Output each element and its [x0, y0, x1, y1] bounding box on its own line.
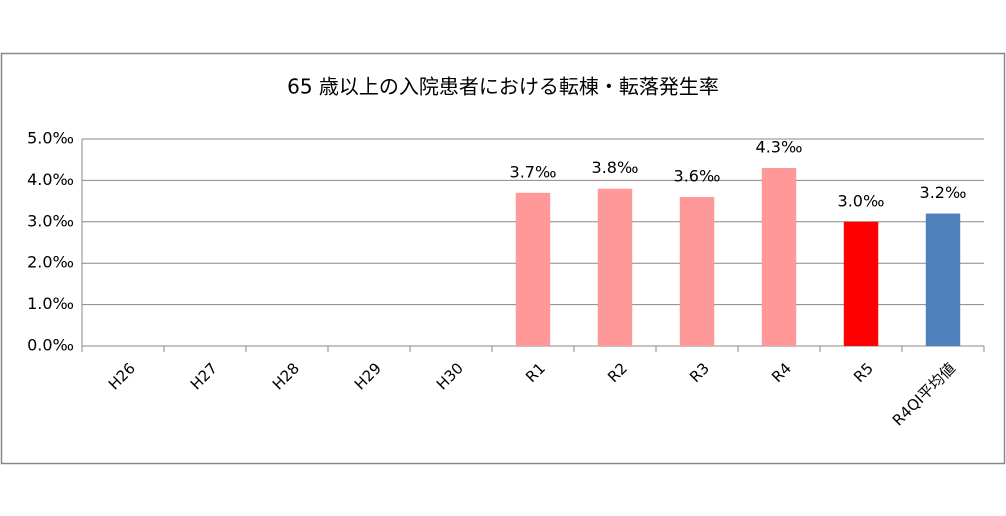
value-label: 3.7‰ — [510, 162, 557, 181]
y-tick-label: 0.0‰ — [27, 336, 74, 355]
value-label: 4.3‰ — [756, 137, 803, 156]
value-label: 3.0‰ — [838, 191, 885, 210]
y-tick-label: 2.0‰ — [27, 253, 74, 272]
bar — [597, 188, 633, 346]
bar — [761, 167, 797, 346]
value-label: 3.2‰ — [920, 183, 967, 202]
y-tick-label: 5.0‰ — [27, 129, 74, 148]
value-label: 3.6‰ — [674, 166, 721, 185]
y-tick-label: 3.0‰ — [27, 211, 74, 230]
bar — [515, 192, 551, 346]
chart-title: 65 歳以上の入院患者における転棟・転落発生率 — [287, 75, 719, 99]
value-label: 3.8‰ — [592, 158, 639, 177]
bar — [925, 213, 961, 346]
bar — [843, 221, 879, 346]
y-tick-label: 1.0‰ — [27, 294, 74, 313]
bar — [679, 196, 715, 346]
chart-frame — [0, 52, 1006, 465]
y-tick-label: 4.0‰ — [27, 170, 74, 189]
